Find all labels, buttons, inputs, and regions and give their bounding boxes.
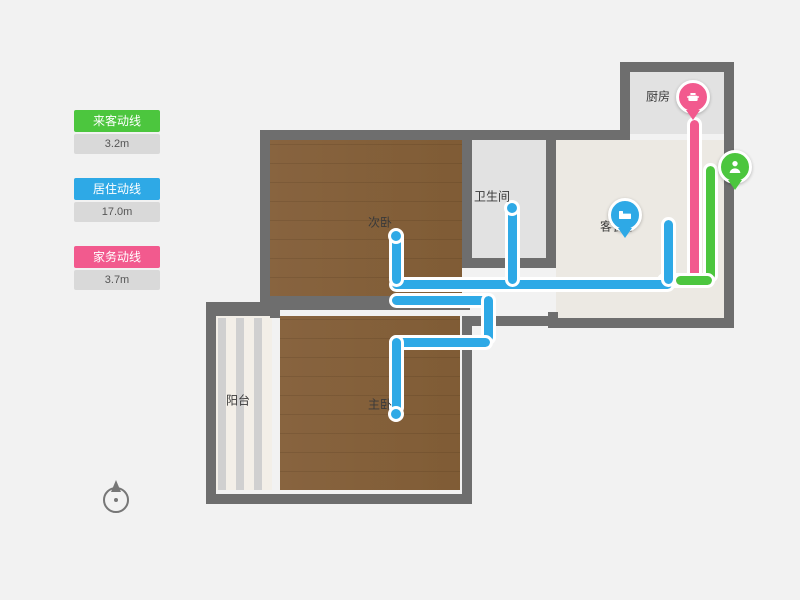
wall-0 xyxy=(260,130,556,140)
room-label-balcony: 阳台 xyxy=(226,392,250,409)
wall-10 xyxy=(546,130,556,268)
wall-18 xyxy=(270,310,280,318)
room-label-bathroom: 卫生间 xyxy=(474,188,510,205)
wall-3 xyxy=(206,302,216,502)
wall-14 xyxy=(724,62,734,140)
wall-8 xyxy=(548,318,734,328)
room-label-kitchen: 厨房 xyxy=(646,88,670,105)
pin-person xyxy=(718,150,752,184)
path-blue-seg-6 xyxy=(392,338,401,412)
path-green-seg-1 xyxy=(676,276,712,285)
floor-secondary_bedroom xyxy=(268,140,462,296)
path-blue-seg-0 xyxy=(392,280,672,289)
path-pink-seg-0 xyxy=(690,120,699,280)
wall-16 xyxy=(462,130,472,268)
floorplan-canvas: 次卧主卧阳台卫生间客餐厅厨房 xyxy=(0,0,800,600)
wall-12 xyxy=(620,62,630,140)
path-blue-seg-5 xyxy=(392,338,490,347)
path-blue-seg-4 xyxy=(484,296,493,342)
path-blue-seg-7 xyxy=(664,220,673,284)
path-blue-seg-2 xyxy=(508,206,517,284)
floorplan-stage: { "legend":{ "guest":{"label":"来客动线","va… xyxy=(0,0,800,600)
room-label-master_bedroom: 主卧 xyxy=(368,396,392,413)
wall-4 xyxy=(206,494,472,504)
path-green-seg-0 xyxy=(706,166,715,280)
wall-6 xyxy=(462,316,558,326)
room-label-secondary_bedroom: 次卧 xyxy=(368,214,392,231)
wall-13 xyxy=(620,62,734,72)
pin-pot xyxy=(676,80,710,114)
wall-11 xyxy=(546,130,630,140)
path-blue-seg-3 xyxy=(392,296,490,305)
balcony-sash-0 xyxy=(218,318,226,490)
pin-bed xyxy=(608,198,642,232)
wall-1 xyxy=(260,130,270,302)
balcony-sash-2 xyxy=(254,318,262,490)
